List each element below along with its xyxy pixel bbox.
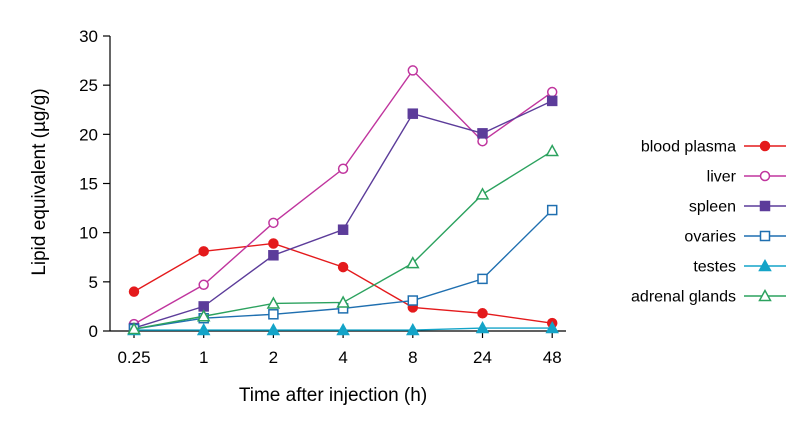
legend-item-blood-plasma: blood plasma xyxy=(641,139,786,156)
data-point-adrenal-glands xyxy=(475,187,490,200)
series-line-spleen xyxy=(133,100,553,329)
x-tick-label: 2 xyxy=(269,348,278,367)
series-line-liver xyxy=(133,69,553,325)
x-axis-title: Time after injection (h) xyxy=(239,385,427,406)
data-point-adrenal-glands xyxy=(196,309,211,322)
legend-item-spleen: spleen xyxy=(689,199,786,216)
legend-item-testes: testes xyxy=(693,259,786,276)
data-point-adrenal-glands xyxy=(266,296,281,309)
series-blood-plasma xyxy=(128,238,558,329)
data-point-ovaries xyxy=(407,295,419,306)
data-point-liver xyxy=(407,65,419,76)
y-tick-label: 20 xyxy=(79,125,98,144)
data-point-testes xyxy=(475,320,490,334)
x-tick-label: 8 xyxy=(408,348,417,367)
data-point-ovaries xyxy=(477,273,488,285)
chart-legend: blood plasma liver spleen ovaries testes adre… xyxy=(631,139,786,306)
data-point-adrenal-glands xyxy=(336,295,350,308)
data-point-liver xyxy=(546,86,558,98)
series-liver xyxy=(128,65,558,330)
legend-item-liver: liver xyxy=(707,169,786,186)
legend-marker xyxy=(759,200,771,212)
legend-label: adrenal glands xyxy=(631,289,736,306)
legend-label: liver xyxy=(707,169,737,186)
legend-marker xyxy=(758,258,772,272)
data-point-blood-plasma xyxy=(477,308,488,319)
data-point-adrenal-glands xyxy=(406,256,420,269)
data-point-testes xyxy=(406,322,420,336)
data-point-liver xyxy=(337,163,349,174)
data-point-adrenal-glands xyxy=(545,143,559,157)
legend-marker xyxy=(759,170,771,182)
data-point-adrenal-glands xyxy=(127,321,141,335)
y-tick-label: 10 xyxy=(79,224,98,243)
chart-series xyxy=(127,65,559,336)
legend-marker xyxy=(759,140,771,152)
data-point-testes xyxy=(336,322,350,336)
data-point-spleen xyxy=(337,224,349,235)
data-point-liver xyxy=(268,217,279,229)
y-tick-label: 0 xyxy=(89,322,98,341)
data-point-spleen xyxy=(268,250,279,261)
data-point-blood-plasma xyxy=(268,238,279,249)
x-tick-label: 48 xyxy=(543,348,562,367)
data-point-spleen xyxy=(407,108,419,119)
legend-marker xyxy=(759,230,771,242)
data-point-liver xyxy=(198,279,209,291)
data-point-testes xyxy=(545,320,559,334)
x-tick-label: 0.25 xyxy=(117,348,150,367)
data-point-testes xyxy=(196,322,211,336)
data-point-testes xyxy=(266,322,281,336)
y-tick-label: 30 xyxy=(79,27,98,46)
legend-label: ovaries xyxy=(684,229,736,246)
legend-item-ovaries: ovaries xyxy=(684,229,786,246)
data-point-ovaries xyxy=(268,309,279,320)
y-tick-label: 5 xyxy=(89,273,98,292)
data-point-blood-plasma xyxy=(198,246,209,257)
legend-item-adrenal-glands: adrenal glands xyxy=(631,289,786,306)
data-point-spleen xyxy=(546,95,558,107)
legend-label: blood plasma xyxy=(641,139,736,156)
y-tick-label: 25 xyxy=(79,76,98,95)
data-point-spleen xyxy=(477,128,488,139)
y-tick-label: 15 xyxy=(79,175,98,194)
legend-marker xyxy=(758,288,772,302)
x-tick-label: 1 xyxy=(199,348,208,367)
series-testes xyxy=(127,320,559,336)
y-axis-title: Lipid equivalent (µg/g) xyxy=(29,88,50,275)
x-tick-label: 24 xyxy=(473,348,492,367)
data-point-ovaries xyxy=(546,204,558,216)
data-point-blood-plasma xyxy=(128,286,140,297)
series-adrenal-glands xyxy=(127,143,559,335)
x-tick-label: 4 xyxy=(338,348,347,367)
legend-label: spleen xyxy=(689,199,736,216)
legend-label: testes xyxy=(693,259,736,276)
data-point-blood-plasma xyxy=(337,261,349,273)
